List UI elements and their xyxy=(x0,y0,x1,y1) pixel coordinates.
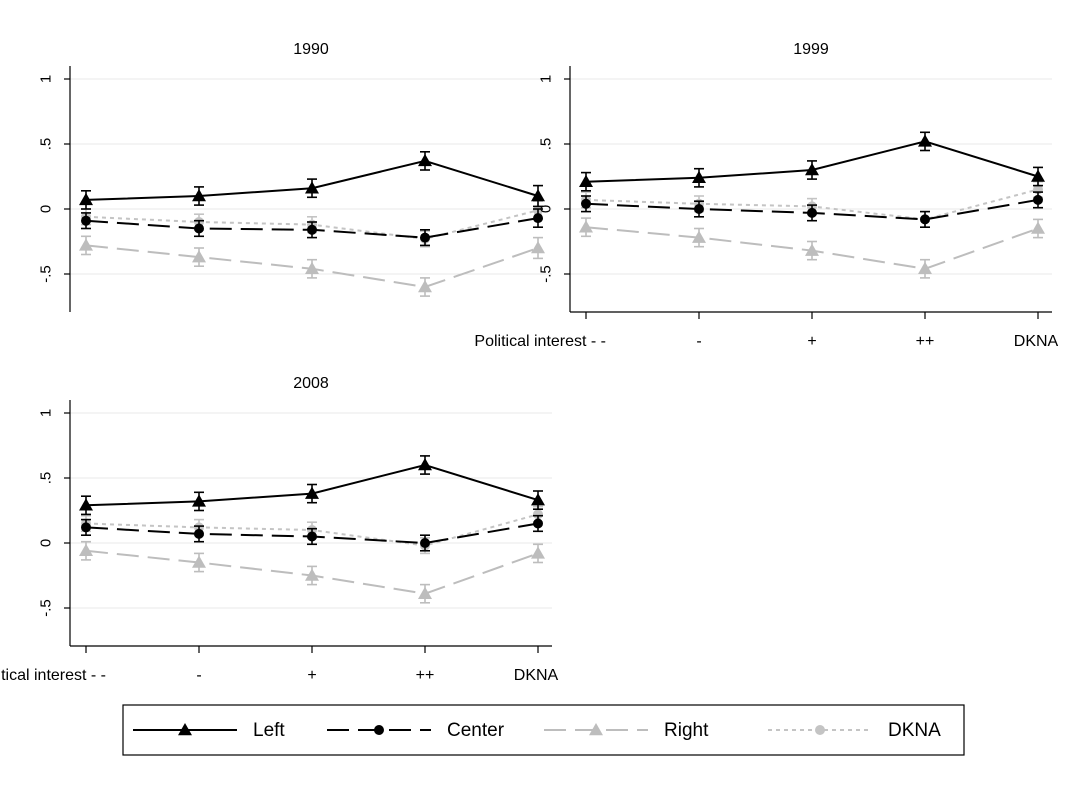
x-tick-label: ++ xyxy=(916,333,935,350)
data-point-center xyxy=(533,213,543,224)
legend-marker-dkna xyxy=(815,725,825,735)
legend-label: Right xyxy=(664,720,709,741)
data-point-right xyxy=(692,230,706,243)
data-point-center xyxy=(694,204,704,214)
data-point-dkna xyxy=(533,509,543,520)
x-tick-label: ++ xyxy=(416,667,435,684)
data-point-left xyxy=(918,134,932,147)
x-tick-label: + xyxy=(307,667,316,684)
y-tick-label: -.5 xyxy=(38,265,55,283)
data-point-left xyxy=(305,486,319,499)
data-point-center xyxy=(920,214,930,225)
legend-label: DKNA xyxy=(888,720,941,741)
series-left xyxy=(79,455,545,516)
data-point-right xyxy=(918,261,932,275)
data-point-right xyxy=(79,238,93,251)
panel-title: 1999 xyxy=(793,41,829,58)
data-point-left xyxy=(192,189,206,202)
data-point-left xyxy=(692,170,706,184)
legend: Left Center Right DKNA xyxy=(122,704,965,756)
data-point-center xyxy=(807,207,817,218)
series-center xyxy=(81,514,543,552)
series-right xyxy=(79,235,545,297)
data-point-left xyxy=(1031,169,1045,182)
panel-title: 2008 xyxy=(293,375,329,392)
data-point-left xyxy=(531,189,545,202)
x-tick-label: DKNA xyxy=(1014,333,1059,350)
data-point-center xyxy=(581,198,591,209)
x-tick-label: - xyxy=(196,667,201,684)
data-point-center xyxy=(420,232,430,243)
series-center xyxy=(81,208,543,247)
y-tick-label: 1 xyxy=(538,75,555,83)
legend-marker-right xyxy=(589,723,603,736)
y-tick-label: .5 xyxy=(538,138,555,151)
data-point-right xyxy=(531,546,545,559)
series-left xyxy=(79,151,545,210)
series-center xyxy=(581,191,1043,228)
legend-box xyxy=(122,704,965,756)
data-point-left xyxy=(805,163,819,176)
data-point-center xyxy=(307,224,317,235)
data-point-left xyxy=(579,174,593,187)
data-point-left xyxy=(192,494,206,507)
x-tick-label: - xyxy=(696,333,701,350)
x-tick-label: Political interest - - xyxy=(474,333,606,350)
y-tick-label: 1 xyxy=(38,409,55,417)
y-tick-label: -.5 xyxy=(538,265,555,283)
data-point-left xyxy=(418,458,432,471)
data-point-right xyxy=(418,586,432,599)
x-tick-label: DKNA xyxy=(514,667,559,684)
x-tick-label: + xyxy=(807,333,816,350)
data-point-left xyxy=(305,181,319,194)
legend-label: Left xyxy=(253,720,285,741)
data-point-center xyxy=(307,531,317,542)
legend-label: Center xyxy=(447,720,505,741)
data-point-center xyxy=(1033,194,1043,205)
y-tick-label: 0 xyxy=(538,205,555,213)
data-point-center xyxy=(194,223,204,234)
data-point-right xyxy=(79,543,93,557)
data-point-center xyxy=(81,215,91,226)
data-point-center xyxy=(194,528,204,539)
y-tick-label: .5 xyxy=(38,472,55,485)
data-point-left xyxy=(418,153,432,167)
data-point-right xyxy=(192,250,206,263)
legend-marker-left xyxy=(178,723,192,736)
x-tick-label: Political interest - - xyxy=(0,667,106,684)
panel-title: 1990 xyxy=(293,41,329,58)
data-point-right xyxy=(805,243,819,256)
data-point-right xyxy=(531,241,545,254)
data-point-center xyxy=(533,518,543,529)
y-tick-label: 0 xyxy=(38,539,55,547)
series-left xyxy=(579,131,1045,192)
y-tick-label: .5 xyxy=(38,138,55,151)
data-point-right xyxy=(305,261,319,275)
data-point-center xyxy=(420,538,430,548)
data-point-left xyxy=(79,498,93,511)
data-point-right xyxy=(192,555,206,568)
data-point-right xyxy=(579,220,593,233)
series-right xyxy=(579,217,1045,279)
data-point-right xyxy=(1031,221,1045,234)
series-right xyxy=(79,540,545,604)
y-tick-label: -.5 xyxy=(38,599,55,617)
legend-marker-center xyxy=(374,725,384,735)
data-point-left xyxy=(531,493,545,506)
y-tick-label: 1 xyxy=(38,75,55,83)
y-tick-label: 0 xyxy=(38,205,55,213)
data-point-right xyxy=(418,280,432,293)
data-point-right xyxy=(305,568,319,581)
data-point-left xyxy=(79,192,93,206)
data-point-center xyxy=(81,522,91,533)
panel-1990: -.5 0 .5 1 1990 xyxy=(38,41,552,312)
